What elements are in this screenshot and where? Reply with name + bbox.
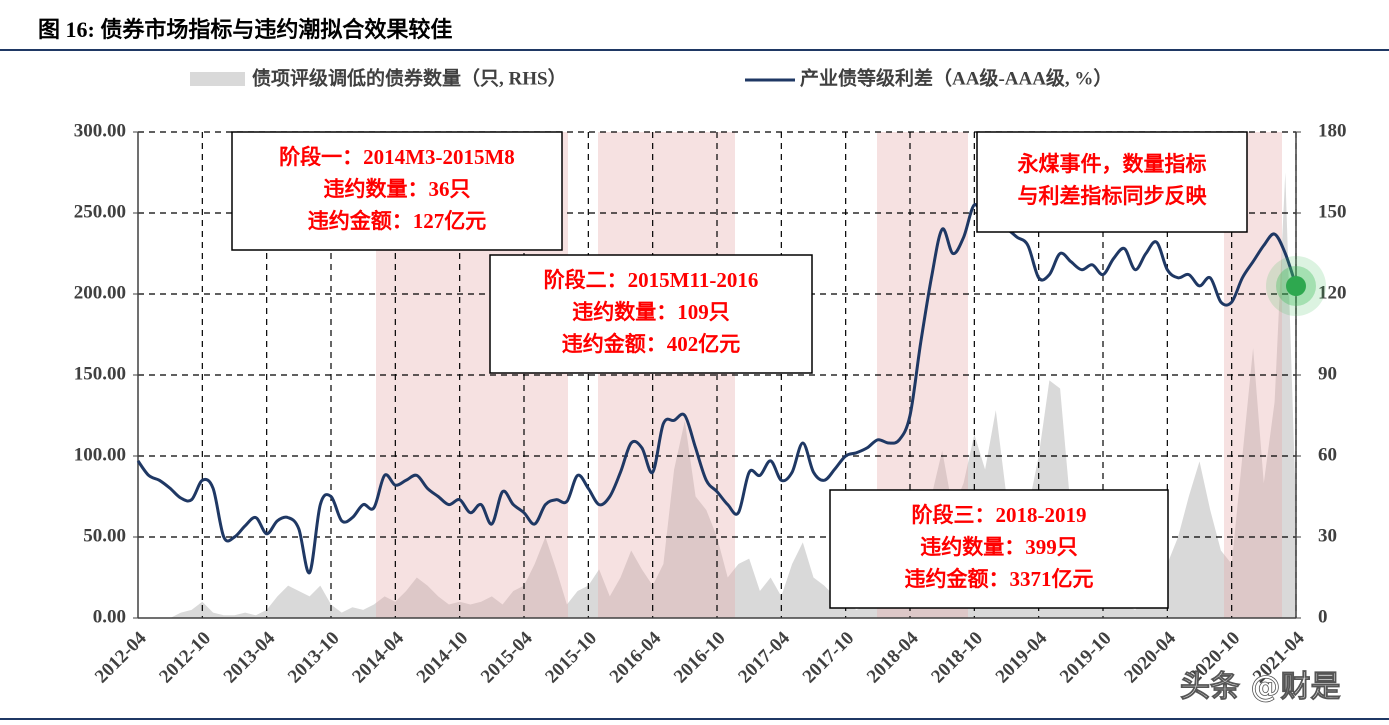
annotation-text: 违约数量：109只 [572,300,730,324]
annotation-box [489,254,813,374]
x-tick-label: 2013-04 [220,627,280,687]
x-tick-label: 2016-10 [670,628,730,688]
x-tick-label: 2017-04 [734,627,794,687]
y-tick-label: 0.00 [93,606,126,627]
line [136,203,1298,575]
x-tick-label: 2016-04 [606,627,666,687]
y2-tick-label: 60 [1318,444,1337,465]
y-tick-label: 200.00 [74,282,126,303]
annotation-text: 违约金额：402亿元 [562,332,741,356]
y-tick-label: 50.00 [83,525,126,546]
x-tick-label: 2013-10 [284,628,344,688]
y-tick-label: 250.00 [74,201,126,222]
annotation-text: 违约金额：127亿元 [308,209,487,233]
y2-tick-label: 0 [1318,606,1328,627]
annotation-box [829,489,1169,609]
y-tick-label: 300.00 [74,120,126,141]
annotation-box [976,131,1248,233]
x-tick-label: 2017-10 [799,628,859,688]
x-tick-label: 2014-10 [413,628,473,688]
annotation-text: 永煤事件，数量指标 [1017,152,1207,176]
highlight-dot [1286,276,1306,296]
y2-tick-label: 180 [1318,120,1347,141]
x-tick-label: 2015-04 [477,627,537,687]
x-tick-label: 2012-10 [155,628,215,688]
x-tick-label: 2015-10 [541,628,601,688]
annotation-text: 与利差指标同步反映 [1018,184,1208,208]
legend-label: 债项评级调低的债券数量（只, RHS） [252,66,567,89]
watermark: 头条 @财是 [1180,670,1340,705]
annotation-text: 违约金额：3371亿元 [905,567,1094,591]
x-tick-label: 2020-04 [1120,627,1180,687]
x-tick-label: 2012-04 [91,627,151,687]
y2-tick-label: 150 [1318,201,1347,222]
x-tick-label: 2019-10 [1056,628,1116,688]
y2-tick-label: 90 [1318,363,1337,384]
x-tick-label: 2019-04 [992,627,1052,687]
annotation-text: 违约数量：36只 [324,177,471,201]
annotation-text: 阶段三：2018-2019 [912,503,1087,527]
chart-title: 图 16: 债券市场指标与违约潮拟合效果较佳 [38,17,452,42]
annotation-text: 阶段二：2015M11-2016 [544,268,759,292]
legend-label: 产业债等级利差（AA级-AAA级, %） [800,66,1112,89]
annotation-text: 阶段一：2014M3-2015M8 [279,145,515,169]
y-tick-label: 100.00 [74,444,126,465]
annotation-box [231,131,563,251]
annotation-text: 违约数量：399只 [920,535,1078,559]
y2-tick-label: 30 [1318,525,1337,546]
y2-tick-label: 120 [1318,282,1347,303]
y-tick-label: 150.00 [74,363,126,384]
x-tick-label: 2014-04 [348,627,408,687]
legend-swatch [190,72,245,86]
x-tick-label: 2018-04 [863,627,923,687]
x-tick-label: 2018-10 [927,628,987,688]
